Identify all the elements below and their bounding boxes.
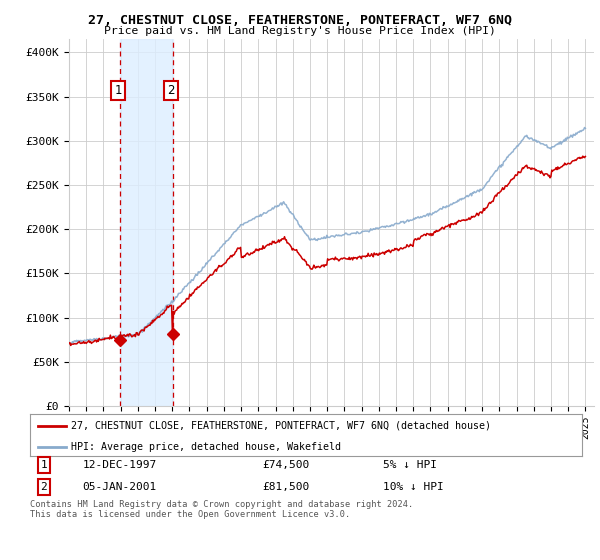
Text: 10% ↓ HPI: 10% ↓ HPI: [383, 482, 444, 492]
Text: 1: 1: [40, 460, 47, 470]
Bar: [120, 39, 173, 406]
Text: Price paid vs. HM Land Registry's House Price Index (HPI): Price paid vs. HM Land Registry's House …: [104, 26, 496, 36]
Text: £81,500: £81,500: [262, 482, 309, 492]
Text: 27, CHESTNUT CLOSE, FEATHERSTONE, PONTEFRACT, WF7 6NQ: 27, CHESTNUT CLOSE, FEATHERSTONE, PONTEF…: [88, 14, 512, 27]
Text: 2: 2: [167, 84, 175, 97]
Text: HPI: Average price, detached house, Wakefield: HPI: Average price, detached house, Wake…: [71, 442, 341, 452]
Text: 1: 1: [115, 84, 122, 97]
Text: 27, CHESTNUT CLOSE, FEATHERSTONE, PONTEFRACT, WF7 6NQ (detached house): 27, CHESTNUT CLOSE, FEATHERSTONE, PONTEF…: [71, 421, 491, 431]
Text: 2: 2: [40, 482, 47, 492]
Text: Contains HM Land Registry data © Crown copyright and database right 2024.
This d: Contains HM Land Registry data © Crown c…: [30, 500, 413, 519]
Text: £74,500: £74,500: [262, 460, 309, 470]
Text: 12-DEC-1997: 12-DEC-1997: [82, 460, 157, 470]
Text: 5% ↓ HPI: 5% ↓ HPI: [383, 460, 437, 470]
Text: 05-JAN-2001: 05-JAN-2001: [82, 482, 157, 492]
